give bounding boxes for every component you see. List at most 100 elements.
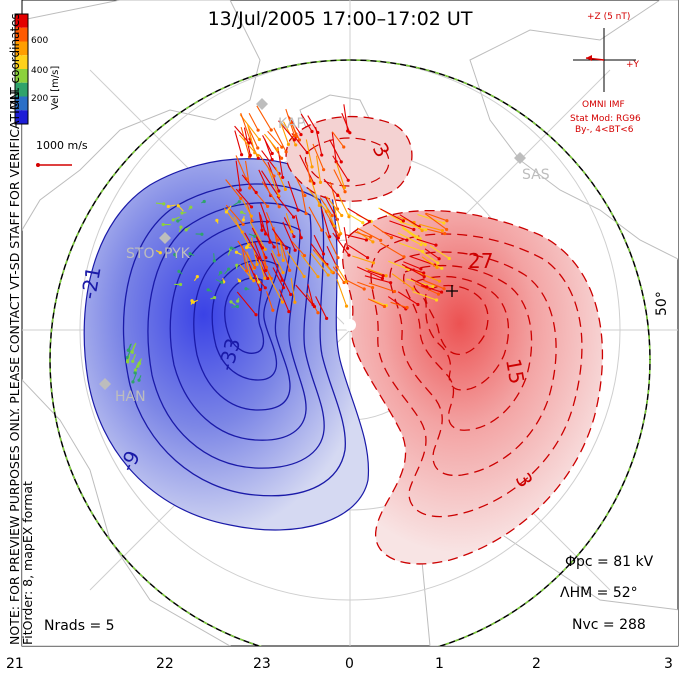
vector-origin bbox=[416, 302, 420, 307]
velocity-vector bbox=[247, 127, 259, 149]
vector-origin bbox=[361, 221, 365, 225]
velocity-vector bbox=[414, 270, 440, 282]
vector-origin bbox=[249, 214, 253, 218]
velocity-vector bbox=[266, 291, 274, 311]
vector-origin bbox=[340, 213, 344, 218]
vector-origin bbox=[240, 153, 244, 157]
velocity-vector bbox=[425, 212, 448, 222]
vector-origin bbox=[420, 228, 424, 233]
colorbar-label: Vel [m/s] bbox=[50, 65, 61, 110]
velocity-vector bbox=[258, 154, 275, 177]
vector-origin bbox=[235, 263, 239, 267]
vector-origin bbox=[236, 299, 240, 303]
vector-origin bbox=[330, 214, 334, 218]
vector-origin bbox=[401, 219, 405, 223]
vector-origin bbox=[227, 267, 231, 271]
vector-origin bbox=[310, 165, 314, 169]
vector-origin bbox=[379, 238, 383, 242]
velocity-vector bbox=[235, 160, 241, 191]
velocity-vector bbox=[381, 230, 408, 241]
velocity-vector bbox=[244, 232, 260, 259]
velocity-vector bbox=[347, 244, 368, 259]
vector-origin bbox=[277, 189, 281, 193]
preview-note: NOTE: FOR PREVIEW PURPOSES ONLY. PLEASE … bbox=[7, 87, 35, 645]
velocity-vector bbox=[263, 133, 278, 151]
velocity-vector bbox=[236, 291, 257, 316]
vector-origin bbox=[126, 348, 130, 352]
velocity-vector bbox=[233, 216, 250, 245]
velocity-vector bbox=[265, 221, 271, 243]
vector-origin bbox=[303, 193, 307, 198]
vector-origin bbox=[328, 235, 332, 239]
vector-origin bbox=[442, 221, 446, 225]
colorbar-swatch bbox=[15, 69, 28, 83]
vector-origin bbox=[317, 203, 321, 207]
velocity-vector bbox=[331, 131, 345, 148]
vector-origin bbox=[302, 253, 307, 258]
vector-origin bbox=[272, 174, 276, 178]
vector-origin bbox=[316, 130, 320, 135]
vector-origin bbox=[437, 257, 441, 261]
velocity-vector bbox=[334, 263, 347, 283]
velocity-vector bbox=[387, 296, 407, 310]
velocity-vector bbox=[332, 266, 345, 283]
colorbar-swatch bbox=[15, 82, 28, 97]
velocity-vector bbox=[279, 289, 290, 312]
velocity-vector bbox=[336, 279, 348, 307]
colorbar-swatch bbox=[15, 110, 28, 124]
velocity-vector bbox=[426, 228, 445, 235]
vector-origin bbox=[312, 304, 317, 309]
velocity-vector bbox=[241, 245, 248, 271]
velocity-vector bbox=[271, 228, 287, 249]
vector-origin bbox=[280, 145, 284, 149]
vector-origin bbox=[176, 204, 180, 208]
vector-origin bbox=[244, 245, 249, 250]
vector-origin bbox=[424, 228, 428, 232]
velocity-vector bbox=[315, 296, 328, 319]
velocity-vector bbox=[261, 170, 280, 197]
vector-origin bbox=[412, 227, 416, 232]
velocity-vector bbox=[390, 301, 408, 309]
vector-origin bbox=[256, 128, 260, 132]
velocity-vector bbox=[409, 255, 435, 266]
vector-origin bbox=[445, 219, 449, 223]
vector-origin bbox=[435, 265, 439, 270]
vector-origin bbox=[326, 273, 330, 277]
site-label-pyk: PYK bbox=[164, 246, 190, 262]
velocity-vector bbox=[132, 372, 138, 383]
vector-origin bbox=[260, 228, 264, 232]
velocity-vector bbox=[295, 214, 302, 238]
mlt-label-1: 1 bbox=[435, 656, 444, 672]
fit-order-line: FitOrder: 8, mapEX format bbox=[20, 481, 35, 645]
velocity-vector bbox=[315, 155, 322, 183]
vector-origin bbox=[125, 355, 130, 360]
vector-origin bbox=[344, 280, 348, 284]
velocity-vectors bbox=[125, 104, 451, 384]
mlt-label-3: 3 bbox=[664, 656, 673, 672]
vector-origin bbox=[422, 275, 426, 279]
vector-origin bbox=[284, 150, 288, 154]
vector-origin bbox=[235, 304, 240, 309]
velocity-vector bbox=[424, 213, 447, 230]
mlt-label-22: 22 bbox=[156, 656, 174, 672]
velocity-vector bbox=[307, 284, 314, 305]
vector-origin bbox=[229, 300, 233, 304]
vector-origin bbox=[237, 200, 241, 204]
velocity-vector bbox=[264, 138, 273, 160]
vector-origin bbox=[189, 205, 193, 209]
velocity-vector bbox=[260, 202, 268, 222]
vector-origin bbox=[297, 138, 302, 142]
velocity-vector bbox=[344, 234, 367, 241]
vector-origin bbox=[318, 180, 323, 184]
velocity-vector bbox=[423, 279, 445, 290]
vector-origin bbox=[212, 296, 217, 300]
mlt-label-0: 0 bbox=[345, 656, 354, 672]
vector-origin bbox=[336, 193, 340, 198]
vector-origin bbox=[320, 228, 324, 232]
velocity-vector bbox=[267, 130, 283, 148]
velocity-vector bbox=[235, 188, 252, 208]
vector-origin bbox=[275, 148, 279, 152]
velocity-vector bbox=[237, 240, 256, 268]
vector-origin bbox=[330, 270, 334, 274]
vector-origin bbox=[440, 228, 445, 233]
